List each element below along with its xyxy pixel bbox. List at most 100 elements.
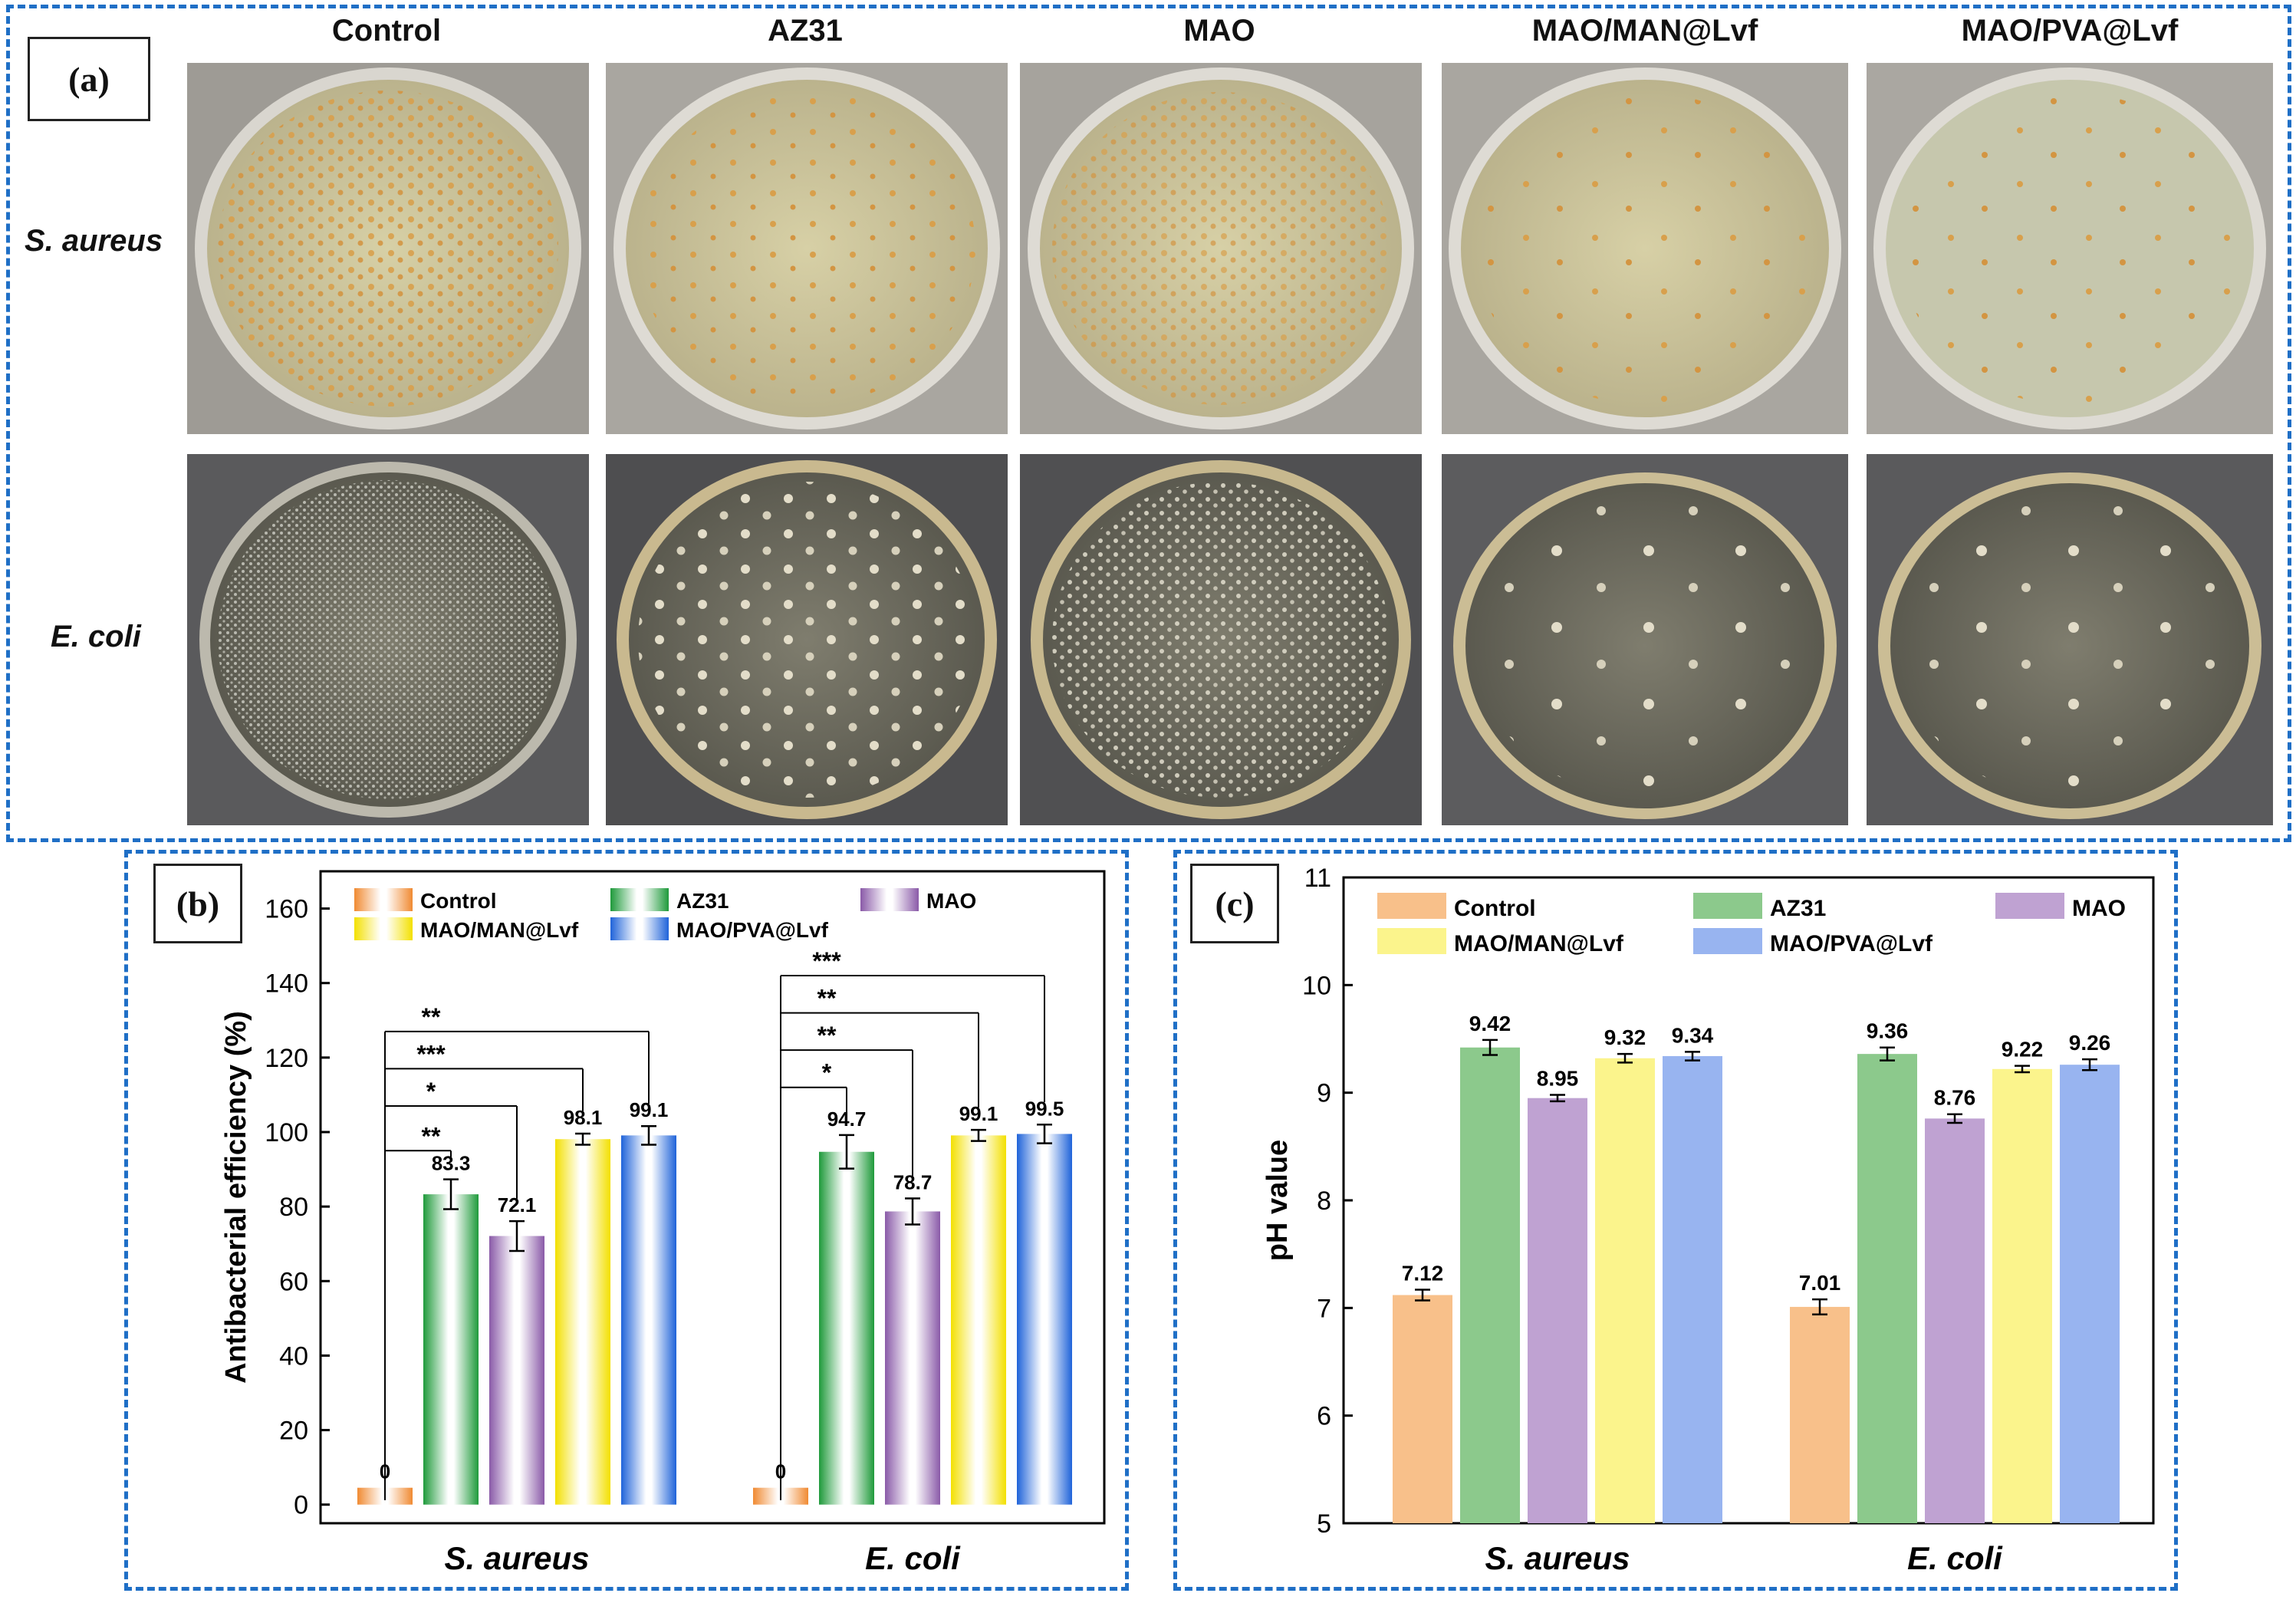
bar-mao-man-lvf-s-aureus <box>555 1139 610 1505</box>
legend-swatch-mao <box>1995 893 2064 919</box>
legend-label-mao-pva-lvf: MAO/PVA@Lvf <box>676 918 829 942</box>
y-tick-label: 160 <box>265 895 308 924</box>
data-label-az31-e-coli: 9.36 <box>1867 1019 1909 1043</box>
data-label-mao-pva-lvf-s-aureus: 9.34 <box>1672 1023 1714 1047</box>
legend-label-az31: AZ31 <box>1770 896 1826 921</box>
panel-b-label: (b) <box>153 864 242 943</box>
significance-marker: * <box>426 1078 436 1105</box>
significance-marker: * <box>822 1059 832 1087</box>
bar-mao-pva-lvf-e-coli <box>1017 1134 1072 1505</box>
y-tick-label: 9 <box>1317 1079 1331 1108</box>
bar-control-s-aureus <box>1393 1295 1452 1523</box>
column-title-control: Control <box>331 14 442 48</box>
y-tick-label: 0 <box>294 1491 308 1520</box>
significance-marker: *** <box>416 1040 446 1068</box>
significance-marker: ** <box>422 1122 441 1150</box>
bar-mao-man-lvf-s-aureus <box>1595 1058 1655 1523</box>
y-tick-label: 7 <box>1317 1294 1331 1323</box>
column-title-az31: AZ31 <box>768 14 843 48</box>
y-tick-label: 140 <box>265 969 308 999</box>
column-title-mao: MAO <box>1183 14 1255 48</box>
legend-label-control: Control <box>420 889 497 913</box>
bar-mao-e-coli <box>1925 1118 1985 1523</box>
petri-dish-e-coli-az31 <box>606 454 1008 825</box>
column-title-mao-pva-lvf: MAO/PVA@Lvf <box>1961 14 2179 48</box>
row-label-e-coli: E. coli <box>51 620 141 653</box>
bar-mao-s-aureus <box>489 1236 544 1505</box>
legend-swatch-mao-pva-lvf <box>610 917 669 940</box>
legend-label-mao-man-lvf: MAO/MAN@Lvf <box>420 918 579 942</box>
petri-dish-s-aureus-mao <box>1020 63 1422 434</box>
y-tick-label: 8 <box>1317 1187 1331 1216</box>
y-tick-label: 11 <box>1304 864 1331 893</box>
data-label-mao-man-lvf-e-coli: 9.22 <box>2002 1038 2044 1062</box>
data-label-control-e-coli: 7.01 <box>1799 1271 1841 1295</box>
legend-label-mao: MAO <box>926 889 976 913</box>
significance-marker: ** <box>422 1003 441 1031</box>
significance-marker: *** <box>812 947 841 975</box>
petri-dish-e-coli-mao <box>1020 454 1422 825</box>
data-label-az31-s-aureus: 9.42 <box>1469 1012 1511 1035</box>
panel-b-frame <box>124 850 1129 1591</box>
bar-mao-man-lvf-e-coli <box>951 1135 1006 1505</box>
legend-label-mao-pva-lvf: MAO/PVA@Lvf <box>1770 931 1933 956</box>
legend-swatch-control <box>1377 893 1446 919</box>
y-axis-label: Antibacterial efficiency (%) <box>220 1011 252 1384</box>
legend-swatch-mao-man-lvf <box>1377 928 1446 954</box>
legend-swatch-mao-pva-lvf <box>1693 928 1762 954</box>
x-category-label-e-coli: E. coli <box>865 1540 961 1576</box>
legend-label-control: Control <box>1454 896 1536 921</box>
y-tick-label: 80 <box>279 1193 308 1222</box>
y-tick-label: 5 <box>1317 1509 1331 1539</box>
petri-dish-e-coli-control <box>187 454 589 825</box>
petri-dish-s-aureus-mao-pva-lvf <box>1867 63 2273 434</box>
x-category-label-s-aureus: S. aureus <box>444 1540 589 1576</box>
legend-swatch-control <box>354 888 413 911</box>
panel-a-frame <box>6 5 2291 842</box>
row-label-s-aureus: S. aureus <box>25 224 163 258</box>
significance-marker: ** <box>817 985 837 1012</box>
y-tick-label: 100 <box>265 1118 308 1147</box>
legend-swatch-az31 <box>610 888 669 911</box>
y-tick-label: 60 <box>279 1267 308 1296</box>
bar-az31-s-aureus <box>1460 1047 1520 1523</box>
legend-label-mao-man-lvf: MAO/MAN@Lvf <box>1454 931 1624 956</box>
data-label-mao-s-aureus: 8.95 <box>1537 1066 1579 1090</box>
petri-dish-s-aureus-control <box>187 63 589 434</box>
data-label-mao-man-lvf-s-aureus: 9.32 <box>1604 1025 1646 1049</box>
bar-mao-pva-lvf-s-aureus <box>621 1135 676 1505</box>
bar-mao-pva-lvf-e-coli <box>2060 1065 2120 1523</box>
chart-c-ph-value: 5 6 7 8 9 10 11 pH value S. aureus 7.12 9.42 8.95 9.… <box>1261 864 2155 1576</box>
legend-swatch-mao-man-lvf <box>354 917 413 940</box>
y-tick-label: 40 <box>279 1341 308 1371</box>
chart-b-antibacterial-efficiency: 0 20 40 60 80 100 120 140 160 Antibacterial effic… <box>220 870 1106 1576</box>
y-tick-label: 120 <box>265 1044 308 1073</box>
legend-label-mao: MAO <box>2072 896 2126 921</box>
x-category-label-e-coli: E. coli <box>1907 1540 2003 1576</box>
panel-c-label: (c) <box>1190 864 1279 943</box>
panel-a-label: (a) <box>28 37 150 121</box>
column-title-mao-man-lvf: MAO/MAN@Lvf <box>1531 14 1758 48</box>
x-category-label-s-aureus: S. aureus <box>1485 1540 1630 1576</box>
y-tick-label: 10 <box>1302 971 1331 1000</box>
bar-mao-e-coli <box>885 1211 940 1505</box>
data-label-mao-e-coli: 8.76 <box>1934 1086 1976 1110</box>
legend-label-az31: AZ31 <box>676 889 729 913</box>
bar-az31-e-coli <box>819 1151 874 1505</box>
data-label-control-s-aureus: 7.12 <box>1402 1261 1444 1285</box>
petri-dish-s-aureus-az31 <box>606 63 1008 434</box>
plot-frame <box>319 870 1106 1525</box>
y-tick-label: 6 <box>1317 1402 1331 1431</box>
legend-swatch-az31 <box>1693 893 1762 919</box>
y-tick-label: 20 <box>279 1417 308 1446</box>
panel-c-frame <box>1173 850 2178 1591</box>
bar-mao-man-lvf-e-coli <box>1992 1068 2052 1523</box>
petri-dish-e-coli-mao-pva-lvf <box>1867 454 2273 825</box>
bar-az31-e-coli <box>1857 1054 1917 1523</box>
bar-az31-s-aureus <box>423 1194 479 1505</box>
bar-mao-s-aureus <box>1528 1098 1587 1523</box>
significance-marker: ** <box>817 1022 837 1049</box>
bar-mao-pva-lvf-s-aureus <box>1663 1055 1722 1523</box>
petri-dish-s-aureus-mao-man-lvf <box>1442 63 1848 434</box>
bar-control-e-coli <box>1790 1306 1850 1523</box>
